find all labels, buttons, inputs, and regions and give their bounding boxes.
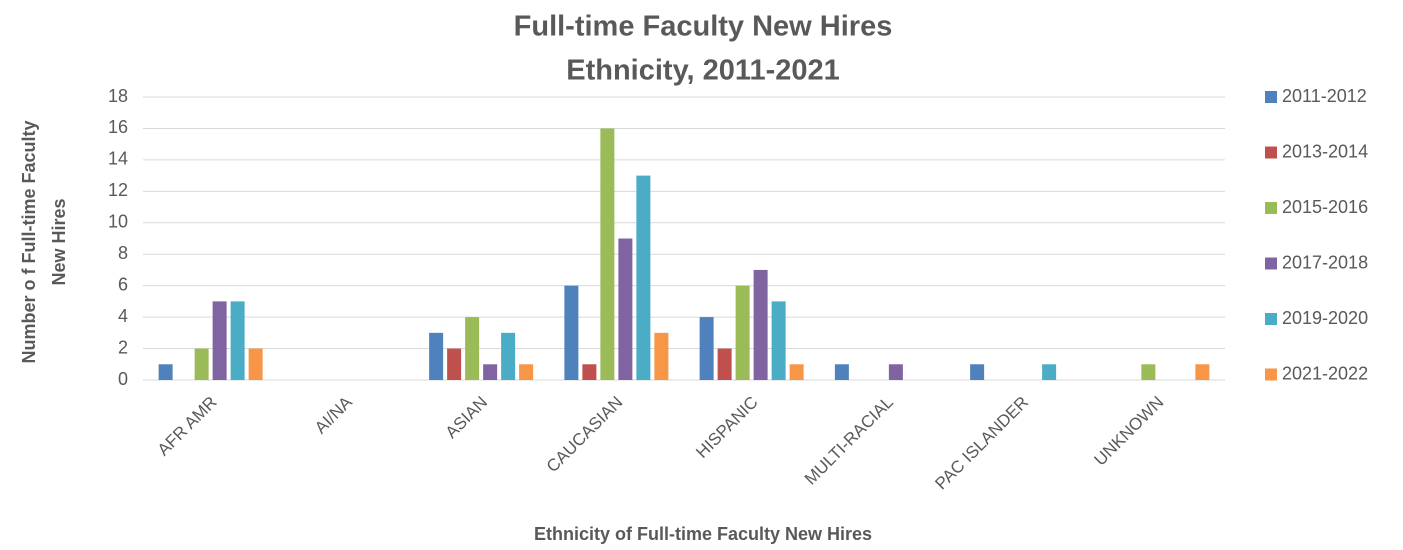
bar bbox=[158, 364, 173, 380]
bar bbox=[600, 128, 615, 380]
bar bbox=[1141, 364, 1156, 380]
legend-label: 2019-2020 bbox=[1282, 308, 1368, 328]
x-tick-label: UNKNOWN bbox=[1090, 393, 1167, 470]
x-axis-label: Ethnicity of Full-time Faculty New Hires bbox=[534, 524, 872, 544]
y-tick-label: 0 bbox=[118, 369, 128, 389]
bar bbox=[564, 285, 579, 380]
legend-swatch bbox=[1265, 91, 1277, 103]
bar bbox=[582, 364, 597, 380]
bar bbox=[834, 364, 849, 380]
legend-swatch bbox=[1265, 146, 1277, 159]
bar bbox=[888, 364, 903, 380]
y-tick-label: 18 bbox=[108, 86, 128, 106]
bar bbox=[248, 348, 263, 380]
y-axis-label: Number o f Full-time Faculty bbox=[19, 120, 39, 363]
bar bbox=[447, 348, 462, 380]
bar bbox=[212, 301, 227, 380]
y-axis-label: New Hires bbox=[49, 198, 69, 285]
y-tick-label: 10 bbox=[108, 212, 128, 232]
bar bbox=[636, 175, 651, 380]
bar bbox=[501, 332, 516, 380]
bar bbox=[699, 317, 714, 380]
bar bbox=[429, 332, 444, 380]
x-tick-label: AI/NA bbox=[311, 392, 356, 437]
bar bbox=[717, 348, 732, 380]
x-tick-label: HISPANIC bbox=[692, 393, 761, 462]
bar bbox=[654, 332, 669, 380]
x-tick-label: CAUCASIAN bbox=[543, 393, 627, 477]
legend-label: 2017-2018 bbox=[1282, 252, 1368, 272]
y-tick-label: 4 bbox=[118, 306, 128, 326]
bar bbox=[789, 364, 804, 380]
y-tick-label: 16 bbox=[108, 117, 128, 137]
x-tick-label: AFR AMR bbox=[154, 393, 221, 460]
legend-swatch bbox=[1265, 368, 1277, 381]
chart-title: Ethnicity, 2011-2021 bbox=[566, 55, 840, 87]
y-tick-label: 2 bbox=[118, 337, 128, 357]
legend-swatch bbox=[1265, 313, 1277, 325]
legend-label: 2013-2014 bbox=[1282, 141, 1368, 161]
legend-swatch bbox=[1265, 202, 1277, 214]
bar bbox=[618, 238, 633, 380]
legend-label: 2021-2022 bbox=[1282, 363, 1368, 383]
legend-label: 2015-2016 bbox=[1282, 197, 1368, 217]
x-tick-label: MULTI-RACIAL bbox=[801, 393, 897, 489]
y-tick-label: 8 bbox=[118, 243, 128, 263]
bar bbox=[735, 285, 750, 380]
bar bbox=[753, 269, 768, 380]
bar bbox=[771, 301, 786, 380]
x-tick-label: PAC ISLANDER bbox=[931, 393, 1032, 494]
chart-title: Full-time Faculty New Hires bbox=[514, 11, 893, 43]
bar bbox=[970, 364, 985, 380]
x-tick-label: ASIAN bbox=[442, 393, 492, 443]
bar bbox=[465, 317, 480, 380]
y-tick-label: 14 bbox=[108, 149, 128, 169]
legend-label: 2011-2012 bbox=[1282, 86, 1367, 106]
bar bbox=[519, 364, 534, 380]
bar bbox=[483, 364, 498, 380]
bar bbox=[194, 348, 209, 380]
y-tick-label: 6 bbox=[118, 274, 128, 294]
bar bbox=[230, 301, 245, 380]
y-tick-label: 12 bbox=[108, 180, 128, 200]
legend-swatch bbox=[1265, 257, 1277, 270]
bar bbox=[1195, 364, 1210, 380]
bar bbox=[1042, 364, 1057, 380]
